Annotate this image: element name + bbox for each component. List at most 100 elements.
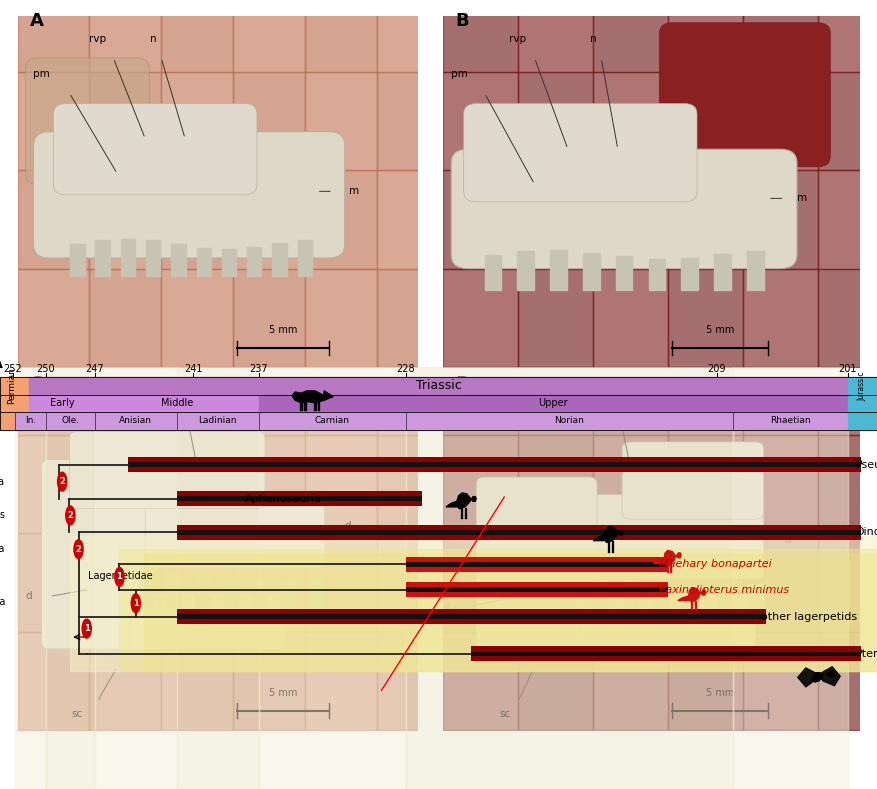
FancyBboxPatch shape <box>476 477 597 649</box>
Text: other lagerpetids: other lagerpetids <box>761 611 857 622</box>
Text: Pseudosuchia: Pseudosuchia <box>856 460 877 469</box>
Text: m: m <box>596 390 606 400</box>
FancyBboxPatch shape <box>53 103 257 195</box>
Circle shape <box>82 619 91 638</box>
FancyBboxPatch shape <box>33 132 345 258</box>
Text: pm: pm <box>451 69 468 79</box>
Text: 5 mm: 5 mm <box>706 325 734 335</box>
FancyBboxPatch shape <box>581 593 755 660</box>
Text: 2: 2 <box>75 544 82 554</box>
Text: 250: 250 <box>37 365 55 374</box>
Text: n: n <box>150 34 156 44</box>
Text: D: D <box>455 375 470 393</box>
Text: d: d <box>784 535 791 545</box>
Text: Anisian: Anisian <box>119 417 153 425</box>
Text: Ladinian: Ladinian <box>198 417 237 425</box>
Text: Ole.: Ole. <box>61 417 80 425</box>
Text: Faxinalipterus minimus: Faxinalipterus minimus <box>660 585 789 595</box>
Text: Early: Early <box>50 398 75 409</box>
Text: sc: sc <box>500 709 511 720</box>
Polygon shape <box>604 527 618 543</box>
Text: In.: In. <box>25 417 36 425</box>
Text: 2: 2 <box>68 511 74 520</box>
Text: m: m <box>349 186 359 196</box>
Text: m: m <box>164 390 175 400</box>
Polygon shape <box>826 671 834 678</box>
Text: m: m <box>797 193 807 204</box>
Text: Lagerpetidae: Lagerpetidae <box>88 571 153 581</box>
Polygon shape <box>701 590 706 595</box>
Text: Dinosauromorpha: Dinosauromorpha <box>856 527 877 537</box>
Polygon shape <box>813 673 823 682</box>
Polygon shape <box>593 535 604 540</box>
Text: B: B <box>455 12 469 30</box>
Polygon shape <box>618 530 624 535</box>
Text: Maehary bonapartei: Maehary bonapartei <box>660 559 772 570</box>
Text: d: d <box>25 592 32 601</box>
FancyBboxPatch shape <box>129 593 285 649</box>
Text: Pan-Aves: Pan-Aves <box>0 510 5 521</box>
Polygon shape <box>292 391 324 402</box>
Text: C: C <box>30 375 43 393</box>
Circle shape <box>58 473 67 492</box>
Text: Carnian: Carnian <box>315 417 350 425</box>
Polygon shape <box>820 667 840 686</box>
Text: Jurassic: Jurassic <box>858 371 866 401</box>
Text: d: d <box>443 602 450 612</box>
Polygon shape <box>798 668 817 687</box>
FancyBboxPatch shape <box>69 432 265 509</box>
Text: Ornithodira: Ornithodira <box>0 544 5 554</box>
Text: 247: 247 <box>86 365 104 374</box>
Polygon shape <box>664 551 676 564</box>
FancyBboxPatch shape <box>622 442 764 519</box>
Polygon shape <box>653 559 664 563</box>
Text: sc: sc <box>72 709 83 720</box>
Text: 237: 237 <box>249 365 267 374</box>
FancyBboxPatch shape <box>41 459 146 649</box>
Text: rvp: rvp <box>89 34 106 44</box>
Text: Upper: Upper <box>538 398 567 409</box>
FancyBboxPatch shape <box>110 498 324 568</box>
Text: d: d <box>345 522 352 531</box>
Text: Middle: Middle <box>160 398 193 409</box>
Text: 201: 201 <box>838 365 857 374</box>
Text: Pterosauromorpha: Pterosauromorpha <box>0 596 5 607</box>
FancyBboxPatch shape <box>451 149 797 268</box>
Text: 5 mm: 5 mm <box>706 688 734 698</box>
Text: 1: 1 <box>117 573 123 581</box>
Text: 209: 209 <box>708 365 726 374</box>
Text: 228: 228 <box>396 365 415 374</box>
Text: n: n <box>589 34 596 44</box>
Text: A: A <box>30 12 43 30</box>
Text: 2: 2 <box>60 477 65 486</box>
Text: 1: 1 <box>133 599 139 608</box>
FancyBboxPatch shape <box>660 23 831 166</box>
FancyBboxPatch shape <box>25 58 149 185</box>
Polygon shape <box>471 496 476 501</box>
Text: rvp: rvp <box>510 34 526 44</box>
Text: Permian: Permian <box>7 368 16 404</box>
Text: Archosauria: Archosauria <box>0 477 5 487</box>
FancyBboxPatch shape <box>464 103 697 202</box>
Text: Aphanosauria: Aphanosauria <box>245 494 322 503</box>
Text: Rhaetian: Rhaetian <box>770 417 810 425</box>
Polygon shape <box>688 588 701 601</box>
Text: 241: 241 <box>184 365 203 374</box>
Text: Norian: Norian <box>554 417 584 425</box>
Text: A: A <box>0 354 3 372</box>
Circle shape <box>74 540 83 559</box>
Text: pm: pm <box>33 69 50 79</box>
Polygon shape <box>446 501 457 507</box>
Text: Triassic: Triassic <box>416 380 461 392</box>
Text: Pterosauria: Pterosauria <box>856 649 877 659</box>
Text: 5 mm: 5 mm <box>268 325 297 335</box>
Text: 252: 252 <box>4 365 23 374</box>
Circle shape <box>132 594 140 613</box>
Polygon shape <box>324 391 333 400</box>
Polygon shape <box>676 553 681 558</box>
Text: 1: 1 <box>84 624 89 633</box>
Circle shape <box>115 567 124 586</box>
Text: 5 mm: 5 mm <box>268 688 297 698</box>
Circle shape <box>66 506 75 525</box>
Polygon shape <box>678 596 688 600</box>
